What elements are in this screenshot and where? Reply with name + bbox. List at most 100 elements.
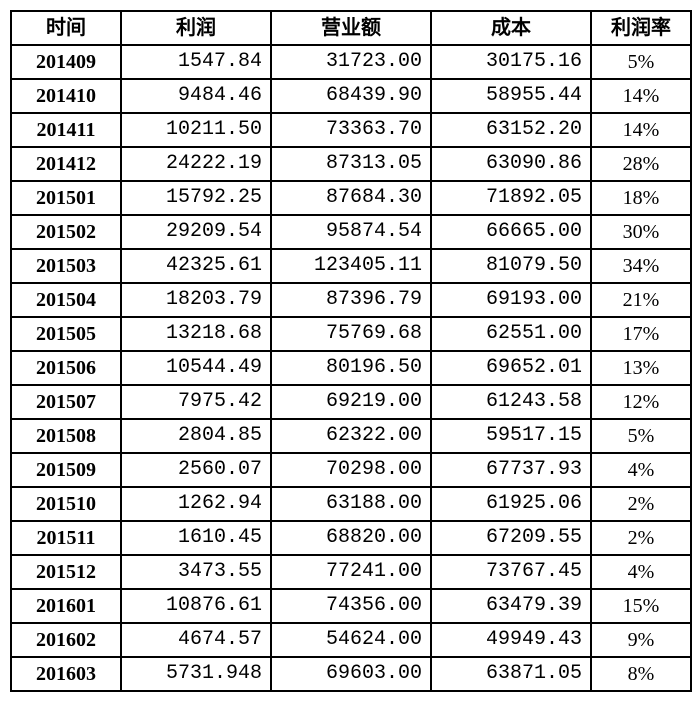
cell-time: 201511 [11,521,121,555]
cell-profit: 10544.49 [121,351,271,385]
cell-profit: 4674.57 [121,623,271,657]
cell-revenue: 69603.00 [271,657,431,691]
cell-profit: 42325.61 [121,249,271,283]
cell-profit: 5731.948 [121,657,271,691]
cell-revenue: 87684.30 [271,181,431,215]
cell-cost: 61243.58 [431,385,591,419]
cell-cost: 62551.00 [431,317,591,351]
cell-rate: 9% [591,623,691,657]
cell-cost: 67737.93 [431,453,591,487]
cell-profit: 13218.68 [121,317,271,351]
cell-time: 201505 [11,317,121,351]
table-row: 2015092560.0770298.0067737.934% [11,453,691,487]
cell-cost: 81079.50 [431,249,591,283]
cell-time: 201509 [11,453,121,487]
cell-profit: 2560.07 [121,453,271,487]
table-row: 20150342325.61123405.1181079.5034% [11,249,691,283]
cell-rate: 30% [591,215,691,249]
cell-profit: 9484.46 [121,79,271,113]
header-row: 时间 利润 营业额 成本 利润率 [11,11,691,45]
cell-revenue: 31723.00 [271,45,431,79]
cell-rate: 34% [591,249,691,283]
cell-rate: 2% [591,487,691,521]
cell-cost: 69652.01 [431,351,591,385]
cell-revenue: 87396.79 [271,283,431,317]
cell-cost: 61925.06 [431,487,591,521]
cell-profit: 1262.94 [121,487,271,521]
table-row: 2016035731.94869603.0063871.058% [11,657,691,691]
cell-profit: 10876.61 [121,589,271,623]
cell-rate: 18% [591,181,691,215]
cell-profit: 1610.45 [121,521,271,555]
col-header-rate: 利润率 [591,11,691,45]
cell-cost: 67209.55 [431,521,591,555]
cell-rate: 8% [591,657,691,691]
table-row: 20141224222.1987313.0563090.8628% [11,147,691,181]
cell-revenue: 70298.00 [271,453,431,487]
cell-revenue: 62322.00 [271,419,431,453]
cell-cost: 58955.44 [431,79,591,113]
cell-profit: 1547.84 [121,45,271,79]
cell-revenue: 68820.00 [271,521,431,555]
cell-cost: 71892.05 [431,181,591,215]
cell-cost: 63479.39 [431,589,591,623]
cell-time: 201409 [11,45,121,79]
cell-time: 201510 [11,487,121,521]
cell-revenue: 73363.70 [271,113,431,147]
cell-rate: 15% [591,589,691,623]
cell-revenue: 80196.50 [271,351,431,385]
cell-time: 201412 [11,147,121,181]
cell-cost: 69193.00 [431,283,591,317]
cell-cost: 59517.15 [431,419,591,453]
cell-revenue: 77241.00 [271,555,431,589]
table-row: 20150115792.2587684.3071892.0518% [11,181,691,215]
cell-profit: 29209.54 [121,215,271,249]
cell-rate: 5% [591,45,691,79]
cell-time: 201601 [11,589,121,623]
cell-time: 201602 [11,623,121,657]
cell-rate: 14% [591,79,691,113]
table-row: 20141110211.5073363.7063152.2014% [11,113,691,147]
table-row: 20150610544.4980196.5069652.0113% [11,351,691,385]
cell-time: 201502 [11,215,121,249]
cell-time: 201501 [11,181,121,215]
cell-revenue: 68439.90 [271,79,431,113]
cell-time: 201512 [11,555,121,589]
table-body: 2014091547.8431723.0030175.165%201410948… [11,45,691,691]
table-row: 2015101262.9463188.0061925.062% [11,487,691,521]
cell-profit: 15792.25 [121,181,271,215]
table-row: 20150229209.5495874.5466665.0030% [11,215,691,249]
cell-rate: 4% [591,453,691,487]
cell-rate: 21% [591,283,691,317]
cell-revenue: 87313.05 [271,147,431,181]
cell-time: 201506 [11,351,121,385]
table-row: 2015123473.5577241.0073767.454% [11,555,691,589]
table-row: 2014091547.8431723.0030175.165% [11,45,691,79]
table-row: 20150418203.7987396.7969193.0021% [11,283,691,317]
cell-revenue: 54624.00 [271,623,431,657]
cell-profit: 3473.55 [121,555,271,589]
cell-cost: 63090.86 [431,147,591,181]
cell-profit: 2804.85 [121,419,271,453]
cell-profit: 10211.50 [121,113,271,147]
cell-cost: 49949.43 [431,623,591,657]
cell-rate: 5% [591,419,691,453]
cell-cost: 63871.05 [431,657,591,691]
cell-cost: 30175.16 [431,45,591,79]
table-row: 20160110876.6174356.0063479.3915% [11,589,691,623]
cell-time: 201504 [11,283,121,317]
cell-time: 201503 [11,249,121,283]
cell-revenue: 123405.11 [271,249,431,283]
table-row: 2015111610.4568820.0067209.552% [11,521,691,555]
col-header-cost: 成本 [431,11,591,45]
cell-cost: 73767.45 [431,555,591,589]
cell-profit: 24222.19 [121,147,271,181]
cell-rate: 12% [591,385,691,419]
cell-time: 201410 [11,79,121,113]
cell-time: 201507 [11,385,121,419]
table-row: 2015082804.8562322.0059517.155% [11,419,691,453]
table-row: 2016024674.5754624.0049949.439% [11,623,691,657]
cell-revenue: 63188.00 [271,487,431,521]
table-row: 20150513218.6875769.6862551.0017% [11,317,691,351]
col-header-profit: 利润 [121,11,271,45]
